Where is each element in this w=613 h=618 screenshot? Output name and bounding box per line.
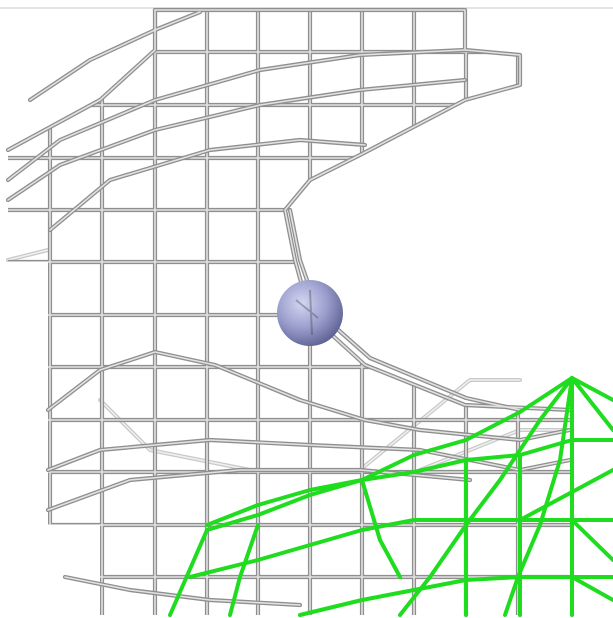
green-mesh	[168, 376, 613, 617]
atom-sphere	[277, 280, 343, 346]
sphere-mesh-overlay	[295, 289, 319, 336]
